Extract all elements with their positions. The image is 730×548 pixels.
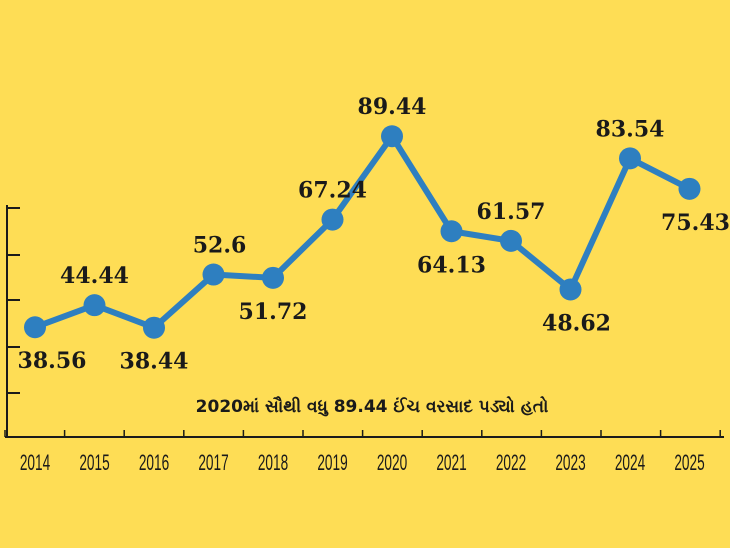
data-point: [678, 177, 701, 200]
axes: [4, 205, 724, 438]
x-tick-label: 2015: [79, 450, 109, 475]
data-point: [202, 263, 225, 286]
data-point: [83, 294, 106, 317]
series-line: [33, 133, 691, 331]
x-tick-label: 2014: [20, 450, 50, 475]
data-point: [440, 220, 463, 243]
annotation: 2020માં સૌથી વધુ 89.44 ઈંચ વરસાદ પડ્યો હ…: [196, 395, 549, 417]
x-tick-label: 2016: [139, 450, 169, 475]
data-label: 64.13: [417, 252, 486, 278]
data-label: 51.72: [239, 299, 308, 325]
x-tick-label: 2022: [496, 450, 526, 475]
data-label: 75.43: [661, 210, 730, 236]
data-label: 52.6: [193, 233, 247, 259]
data-label: 83.54: [596, 116, 665, 142]
x-tick-label: 2017: [198, 450, 228, 475]
data-point: [321, 208, 344, 231]
x-tick-label: 2019: [317, 450, 347, 475]
x-tick-label: 2021: [436, 450, 466, 475]
data-label: 89.44: [358, 94, 427, 120]
data-label: 67.24: [298, 178, 367, 204]
data-point: [619, 147, 641, 170]
x-tick-label: 2024: [615, 450, 645, 475]
data-label: 38.44: [120, 349, 189, 375]
data-point: [381, 125, 403, 148]
data-point: [262, 266, 284, 289]
data-label: 48.62: [542, 310, 611, 336]
x-tick-label: 2025: [674, 450, 704, 475]
x-tick-label: 2020: [377, 450, 407, 475]
data-point: [24, 316, 46, 339]
x-tick-label: 2018: [258, 450, 288, 475]
data-point: [143, 316, 165, 339]
data-point: [559, 278, 582, 301]
data-label: 38.56: [18, 348, 87, 374]
data-label: 61.57: [477, 199, 546, 225]
data-point: [500, 229, 522, 252]
data-label: 44.44: [60, 263, 129, 289]
x-tick-label: 2023: [555, 450, 585, 475]
